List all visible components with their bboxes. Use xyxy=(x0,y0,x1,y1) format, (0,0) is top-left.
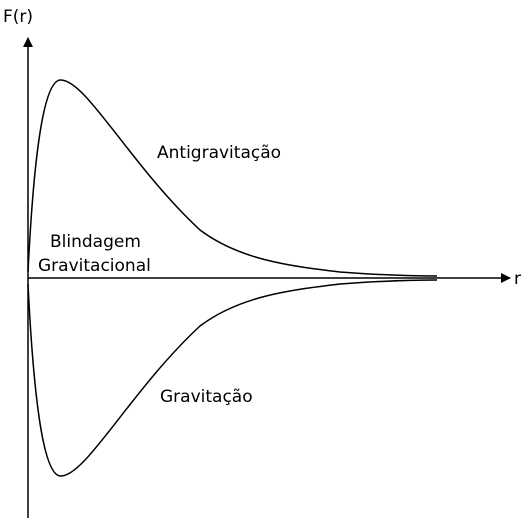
region-label: Gravitação xyxy=(160,387,253,407)
region-label: Antigravitação xyxy=(157,143,281,163)
y-axis-label: F(r) xyxy=(3,7,33,27)
region-label: Blindagem xyxy=(50,232,141,252)
region-label: Gravitacional xyxy=(38,256,151,276)
antigravity-curve xyxy=(27,79,438,277)
x-axis-label: r xyxy=(514,269,521,289)
gravity-curve xyxy=(27,279,438,477)
